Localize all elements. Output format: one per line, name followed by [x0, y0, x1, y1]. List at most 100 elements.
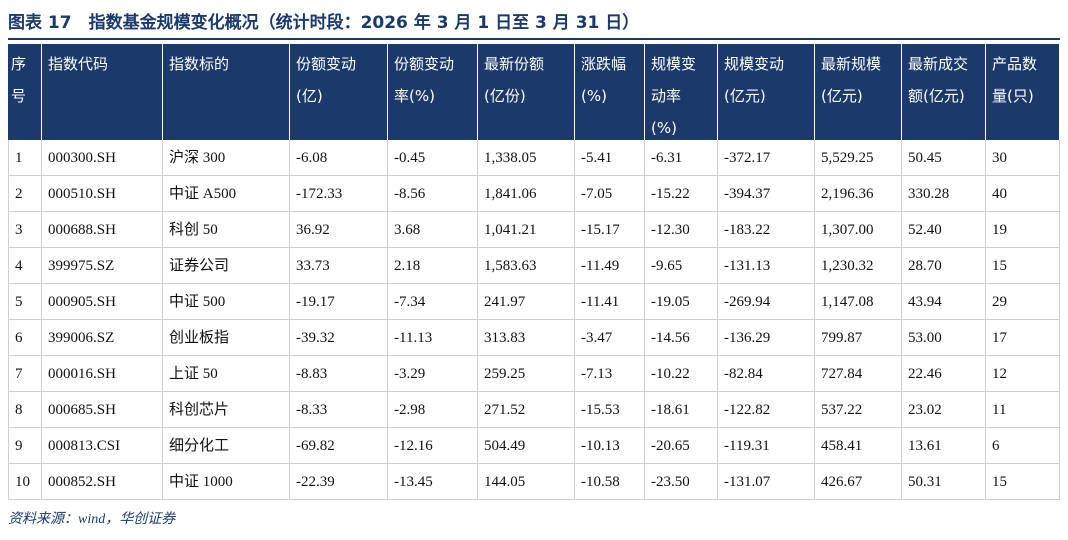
table-cell: 1,041.21 [478, 212, 575, 248]
table-cell: -2.98 [388, 392, 478, 428]
table-cell: -7.13 [575, 356, 645, 392]
header-cell: 指数标的 [163, 44, 290, 140]
table-cell: 2.18 [388, 248, 478, 284]
header-cell: 涨跌幅 (%) [575, 44, 645, 140]
table-cell: -372.17 [718, 140, 815, 176]
table-cell: -20.65 [645, 428, 718, 464]
table-cell: 8 [8, 392, 42, 428]
table-cell: 1,147.08 [815, 284, 902, 320]
header-text: (%) [581, 87, 607, 105]
table-cell: 313.83 [478, 320, 575, 356]
table-cell: -131.07 [718, 464, 815, 500]
table-cell: -11.13 [388, 320, 478, 356]
table-cell: 3.68 [388, 212, 478, 248]
header-cell: 最新成交 额(亿元) [902, 44, 986, 140]
table-cell: 799.87 [815, 320, 902, 356]
table-cell: -10.22 [645, 356, 718, 392]
header-text: 量(只) [992, 87, 1034, 105]
header-text: 率(%) [394, 87, 435, 105]
table-cell: -6.31 [645, 140, 718, 176]
table-cell: -82.84 [718, 356, 815, 392]
table-cell: -23.50 [645, 464, 718, 500]
header-cell: 最新规模 (亿元) [815, 44, 902, 140]
table-cell: 36.92 [290, 212, 388, 248]
table-cell: 沪深 300 [163, 140, 290, 176]
header-text: (%) [651, 119, 677, 137]
table-cell: 271.52 [478, 392, 575, 428]
table-cell: 53.00 [902, 320, 986, 356]
table-cell: 1 [8, 140, 42, 176]
table-cell: 000300.SH [42, 140, 163, 176]
header-cell: 产品数量(只) [986, 44, 1060, 140]
table-cell: -8.56 [388, 176, 478, 212]
table-cell: -119.31 [718, 428, 815, 464]
table-cell: 6 [986, 428, 1060, 464]
header-text: (亿份) [484, 87, 526, 105]
table-cell: 23.02 [902, 392, 986, 428]
table-cell: 5,529.25 [815, 140, 902, 176]
table-cell: 50.45 [902, 140, 986, 176]
table-cell: 40 [986, 176, 1060, 212]
table-cell: -39.32 [290, 320, 388, 356]
table-cell: 3 [8, 212, 42, 248]
table-cell: -122.82 [718, 392, 815, 428]
table-cell: -11.41 [575, 284, 645, 320]
table-cell: -13.45 [388, 464, 478, 500]
header-text: (亿元) [821, 87, 863, 105]
table-cell: 17 [986, 320, 1060, 356]
header-text: 产品数 [992, 55, 1038, 73]
table-cell: 科创 50 [163, 212, 290, 248]
table-cell: -10.13 [575, 428, 645, 464]
table-cell: 11 [986, 392, 1060, 428]
header-text: 规模变 [651, 55, 697, 73]
header-text: 份额变动 [394, 55, 455, 73]
header-text: 涨跌幅 [581, 55, 627, 73]
table-cell: -269.94 [718, 284, 815, 320]
table-cell: -7.05 [575, 176, 645, 212]
header-text: 指数代码 [48, 55, 109, 73]
header-cell: 序号 [8, 44, 42, 140]
header-text: 号 [11, 87, 27, 105]
table-cell: 000016.SH [42, 356, 163, 392]
table-cell: 1,307.00 [815, 212, 902, 248]
table-cell: 426.67 [815, 464, 902, 500]
table-cell: 2 [8, 176, 42, 212]
table-cell: 中证 500 [163, 284, 290, 320]
table-cell: 15 [986, 464, 1060, 500]
table-cell: 12 [986, 356, 1060, 392]
table-cell: -69.82 [290, 428, 388, 464]
table-cell: -11.49 [575, 248, 645, 284]
header-text: 指数标的 [169, 55, 230, 73]
table-cell: -3.47 [575, 320, 645, 356]
table-cell: 144.05 [478, 464, 575, 500]
table-cell: -15.17 [575, 212, 645, 248]
table-cell: 19 [986, 212, 1060, 248]
table-cell: 000510.SH [42, 176, 163, 212]
header-cell: 指数代码 [42, 44, 163, 140]
table-cell: 399975.SZ [42, 248, 163, 284]
table-cell: 259.25 [478, 356, 575, 392]
table-cell: 22.46 [902, 356, 986, 392]
table-cell: 13.61 [902, 428, 986, 464]
table-cell: 000813.CSI [42, 428, 163, 464]
table-cell: 中证 1000 [163, 464, 290, 500]
table-cell: 30 [986, 140, 1060, 176]
table-cell: 中证 A500 [163, 176, 290, 212]
header-text: (亿元) [724, 87, 766, 105]
table-cell: -131.13 [718, 248, 815, 284]
header-cell: 最新份额 (亿份) [478, 44, 575, 140]
table-cell: 330.28 [902, 176, 986, 212]
header-text: 额(亿元) [908, 87, 965, 105]
table-cell: 上证 50 [163, 356, 290, 392]
table-cell: 537.22 [815, 392, 902, 428]
table-cell: 6 [8, 320, 42, 356]
table-cell: 1,230.32 [815, 248, 902, 284]
table-cell: 399006.SZ [42, 320, 163, 356]
table-cell: -136.29 [718, 320, 815, 356]
table-cell: -22.39 [290, 464, 388, 500]
table-cell: 5 [8, 284, 42, 320]
table-cell: 7 [8, 356, 42, 392]
table-cell: 241.97 [478, 284, 575, 320]
source: 资料来源：wind，华创证券 [8, 512, 176, 527]
header-text: 份额变动 [296, 55, 357, 73]
